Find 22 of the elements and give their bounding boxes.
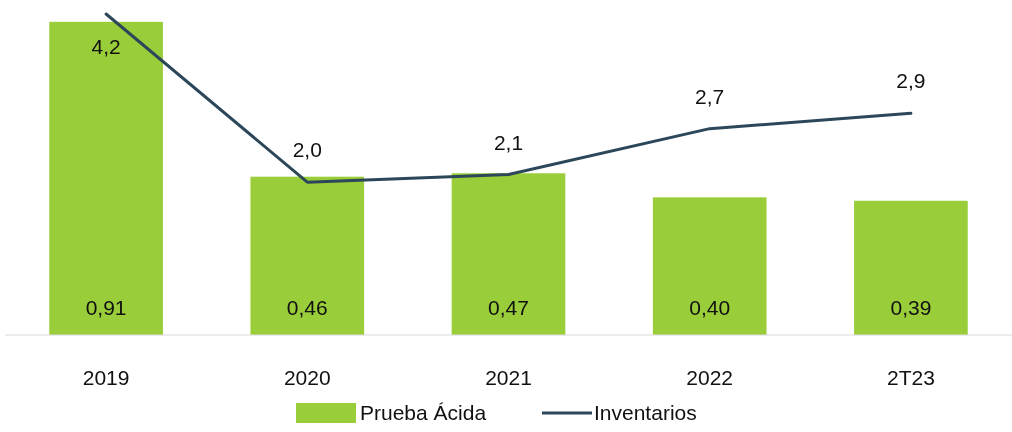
bar <box>652 197 767 335</box>
data-label: 0,40 <box>689 296 731 319</box>
bar <box>250 176 365 335</box>
data-label: 2,0 <box>292 138 322 162</box>
legend-label: Prueba Ácida <box>360 401 487 424</box>
data-label: 0,47 <box>488 296 529 319</box>
bar <box>451 173 566 335</box>
x-tick-label: 2022 <box>686 366 734 389</box>
x-tick-label: 2021 <box>485 366 532 389</box>
data-label: 4,2 <box>91 35 121 58</box>
data-label: 2,7 <box>695 84 725 108</box>
legend-label: Inventarios <box>594 401 697 424</box>
data-label: 0,91 <box>85 296 127 319</box>
x-tick-label: 2T23 <box>886 366 935 389</box>
x-tick-label: 2019 <box>82 366 130 389</box>
data-label: 0,39 <box>890 296 932 319</box>
bar <box>49 21 163 335</box>
bar <box>854 200 968 335</box>
x-tick-label: 2020 <box>283 366 331 389</box>
data-label: 2,9 <box>896 69 926 93</box>
data-label: 2,1 <box>493 130 524 154</box>
data-label: 0,46 <box>286 296 328 319</box>
